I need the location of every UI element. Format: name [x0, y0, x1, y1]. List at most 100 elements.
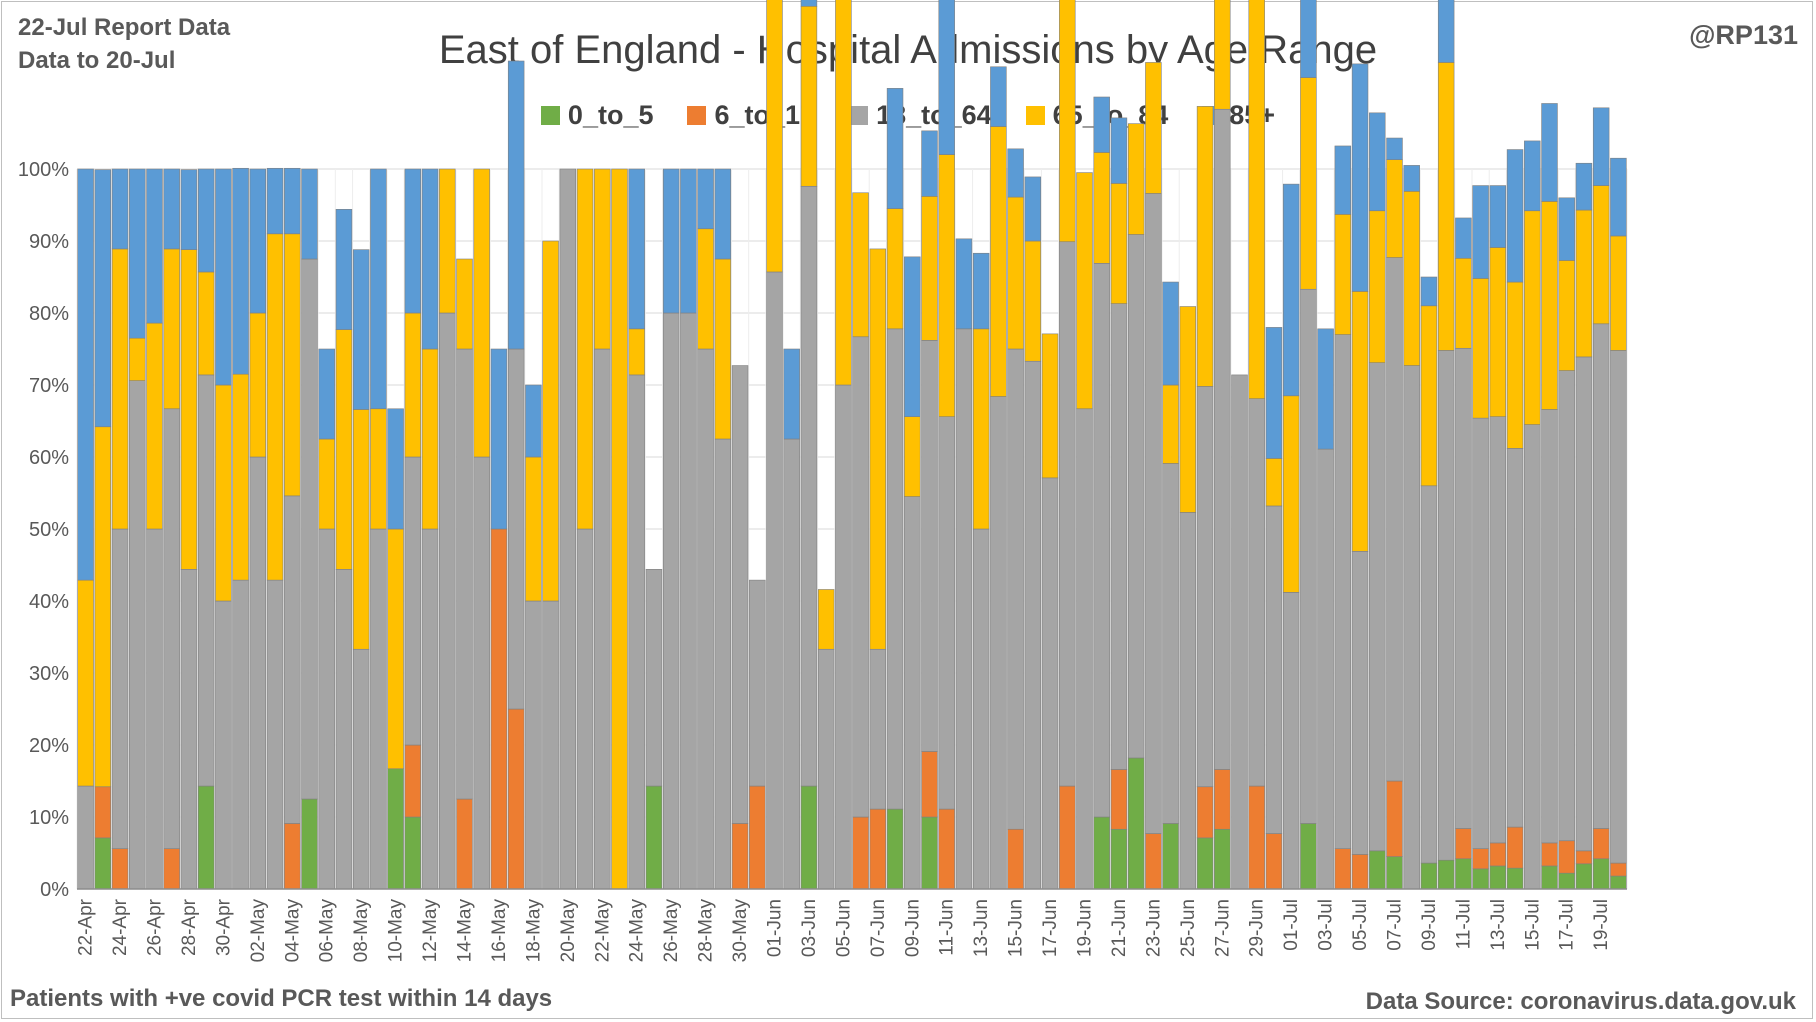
- data-to-label: Data to 20-Jul: [18, 47, 176, 74]
- bar-segment-65_to_84-07-Jul: [1386, 159, 1403, 258]
- bar-segment-65_to_84-09-Jul: [1420, 305, 1438, 487]
- x-tick-label: 23-Jun: [1143, 899, 1164, 957]
- bar-segment-65_to_84-30-Apr: [215, 384, 232, 602]
- bar-segment-18_to_64-03-May: [266, 579, 284, 890]
- bar-segment-18_to_64-06-May: [318, 528, 335, 890]
- bar-segment-65_to_84-01-May: [232, 373, 249, 581]
- y-tick-label: 90%: [29, 231, 69, 253]
- bar-segment-18_to_64-14-May: [456, 348, 473, 800]
- bar-segment-18_to_64-03-Jul: [1317, 448, 1334, 890]
- bar-segment-65_to_84-14-May: [456, 258, 473, 350]
- y-tick-label: 100%: [18, 159, 69, 181]
- bar-segment-6_to_17-18-Jul: [1575, 850, 1593, 865]
- bar-segment-85+-16-Jun: [1024, 176, 1042, 242]
- bar-segment-85+-26-May: [662, 168, 680, 314]
- y-tick-label: 30%: [29, 663, 69, 685]
- bar-segment-65_to_84-21-May: [576, 168, 594, 530]
- bar-segment-18_to_64-01-Jul: [1282, 592, 1300, 890]
- bar-segment-65_to_84-24-Jun: [1162, 384, 1179, 464]
- bar-segment-18_to_64-25-Apr: [129, 380, 146, 890]
- x-tick-label: 16-May: [489, 899, 510, 963]
- bar-segment-18_to_64-23-Jun: [1145, 193, 1162, 834]
- bar-segment-65_to_84-27-Apr: [163, 248, 180, 410]
- bar-segment-18_to_64-01-Jun: [766, 271, 783, 890]
- legend-swatch: [687, 106, 707, 125]
- x-tick-label: 30-May: [730, 899, 751, 963]
- bar-segment-0_to_5-06-Jul: [1369, 850, 1386, 890]
- bar-segment-18_to_64-08-Jul: [1403, 365, 1420, 890]
- bar-segment-18_to_64-26-Apr: [146, 528, 163, 890]
- bar-segment-65_to_84-18-May: [525, 456, 542, 602]
- bar-segment-65_to_84-06-May: [318, 438, 335, 530]
- x-tick-label: 24-Apr: [110, 898, 131, 956]
- bar-segment-85+-14-Jun: [990, 66, 1007, 127]
- x-tick-label: 04-May: [282, 899, 303, 963]
- bar-segment-85+-02-Jun: [783, 348, 800, 440]
- bar-segment-18_to_64-20-Jun: [1093, 263, 1110, 818]
- bar-segment-18_to_64-26-May: [662, 312, 680, 890]
- legend-swatch: [540, 106, 560, 125]
- x-tick-label: 09-Jul: [1419, 899, 1440, 951]
- bar-segment-65_to_84-19-Jun: [1076, 172, 1093, 410]
- bar-segment-6_to_17-17-May: [507, 708, 525, 890]
- y-tick-label: 50%: [29, 519, 69, 541]
- bar-segment-18_to_64-04-Jul: [1334, 334, 1352, 849]
- bar-segment-18_to_64-15-Jul: [1524, 424, 1541, 890]
- bar-segment-0_to_5-25-May: [645, 785, 663, 890]
- bar-segment-85+-09-Jun: [904, 256, 921, 417]
- bar-segment-18_to_64-27-May: [680, 312, 697, 890]
- bar-segment-65_to_84-26-Jun: [1196, 106, 1214, 387]
- x-tick-label: 17-Jul: [1557, 899, 1578, 951]
- bar-segment-0_to_5-20-Jul: [1610, 875, 1627, 890]
- bar-segment-18_to_64-30-May: [731, 365, 749, 824]
- bar-segment-18_to_64-04-Jun: [817, 648, 835, 890]
- bar-segment-65_to_84-10-Jun: [921, 196, 938, 341]
- y-tick-label: 0%: [40, 879, 69, 901]
- bar-segment-85+-22-Apr: [77, 168, 94, 581]
- bar-segment-65_to_84-03-May: [266, 233, 284, 581]
- x-tick-label: 13-Jul: [1488, 899, 1509, 951]
- legend-label: 0_to_5: [567, 100, 654, 130]
- legend-swatch: [849, 106, 869, 125]
- bar-segment-65_to_84-15-Jul: [1524, 210, 1541, 425]
- bar-segment-65_to_84-16-Jul: [1541, 201, 1558, 410]
- bar-segment-18_to_64-20-May: [559, 168, 577, 890]
- bar-segment-85+-08-Jul: [1403, 165, 1420, 192]
- bar-segment-85+-12-Jul: [1472, 185, 1489, 279]
- x-tick-label: 09-Jun: [902, 899, 923, 957]
- bar-segment-85+-23-Apr: [94, 169, 112, 428]
- bar-segment-18_to_64-31-May: [749, 579, 766, 787]
- bar-segment-65_to_84-11-Jul: [1455, 257, 1472, 349]
- bar-segment-65_to_84-16-Jun: [1024, 240, 1042, 362]
- bar-segment-6_to_17-23-Apr: [94, 786, 112, 839]
- bar-segment-6_to_17-10-Jun: [921, 751, 938, 818]
- bar-segment-18_to_64-24-Jun: [1162, 463, 1179, 824]
- bar-segment-6_to_17-07-Jun: [869, 808, 887, 890]
- bar-segment-85+-07-Jul: [1386, 137, 1403, 160]
- bar-segment-6_to_17-24-Apr: [111, 848, 129, 890]
- bar-segment-65_to_84-15-May: [473, 168, 490, 458]
- bar-segment-18_to_64-16-Jul: [1541, 409, 1558, 844]
- bar-segment-6_to_17-14-May: [456, 798, 473, 890]
- bar-segment-6_to_17-11-Jun: [938, 808, 955, 890]
- bar-segment-18_to_64-24-Apr: [111, 528, 129, 849]
- bar-segment-18_to_64-25-Jun: [1179, 512, 1197, 890]
- y-tick-label: 80%: [29, 303, 69, 325]
- bar-segment-85+-02-Jul: [1300, 0, 1317, 78]
- bar-segment-18_to_64-12-May: [421, 528, 439, 890]
- bar-segment-85+-28-Apr: [180, 169, 198, 250]
- x-tick-label: 30-Apr: [213, 898, 234, 956]
- bar-segment-6_to_17-18-Jun: [1059, 785, 1076, 890]
- bar-segment-0_to_5-26-Jun: [1196, 837, 1214, 890]
- bar-segment-6_to_17-16-Jul: [1541, 842, 1558, 867]
- bar-segment-18_to_64-07-Jun: [869, 648, 887, 810]
- bar-segment-6_to_17-16-May: [490, 528, 508, 890]
- bar-segment-85+-18-May: [525, 384, 542, 458]
- bar-segment-18_to_64-02-Jul: [1300, 288, 1317, 824]
- bar-segment-85+-15-Jun: [1007, 148, 1024, 198]
- bar-segment-0_to_5-27-Jun: [1214, 828, 1231, 890]
- bar-segment-6_to_17-06-Jun: [852, 816, 869, 890]
- bar-segment-0_to_5-13-Jul: [1489, 865, 1507, 890]
- x-tick-label: 19-Jun: [1075, 899, 1096, 957]
